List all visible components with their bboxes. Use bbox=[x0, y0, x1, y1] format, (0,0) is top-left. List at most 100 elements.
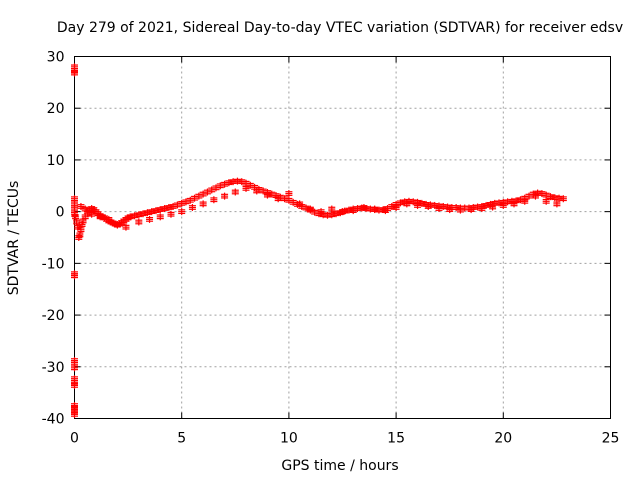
data-point bbox=[285, 190, 293, 198]
x-tick-label: 10 bbox=[280, 431, 298, 447]
data-point bbox=[317, 208, 325, 216]
data-point bbox=[478, 205, 486, 213]
data-point bbox=[148, 208, 156, 216]
data-point bbox=[435, 205, 443, 213]
data-point bbox=[238, 178, 246, 186]
data-point bbox=[499, 201, 507, 209]
data-point bbox=[178, 208, 186, 216]
data-point bbox=[72, 213, 80, 221]
data-point bbox=[156, 206, 164, 214]
data-point bbox=[360, 204, 368, 212]
data-point bbox=[296, 200, 304, 208]
data-point bbox=[71, 69, 78, 77]
data-point bbox=[446, 206, 454, 214]
data-point bbox=[253, 187, 261, 195]
data-point bbox=[221, 192, 229, 200]
data-point bbox=[231, 188, 239, 196]
data-point bbox=[135, 211, 143, 219]
data-point bbox=[88, 210, 96, 218]
data-point bbox=[131, 212, 139, 220]
data-point bbox=[392, 204, 400, 212]
data-point bbox=[146, 215, 154, 223]
data-point bbox=[542, 197, 550, 205]
data-point bbox=[521, 197, 529, 205]
data-point bbox=[424, 202, 432, 210]
data-point bbox=[188, 204, 196, 212]
x-tick-label: 0 bbox=[70, 431, 79, 447]
y-tick-label: -40 bbox=[42, 412, 65, 428]
data-point bbox=[210, 196, 218, 204]
chart-title: Day 279 of 2021, Sidereal Day-to-day VTE… bbox=[57, 20, 623, 36]
data-point bbox=[143, 209, 151, 217]
data-point bbox=[328, 211, 336, 219]
data-point bbox=[77, 226, 85, 234]
plot-frame bbox=[74, 56, 611, 419]
grid bbox=[74, 56, 611, 419]
x-tick-labels: 0 5 10 15 20 25 bbox=[70, 431, 619, 447]
x-tick-label: 15 bbox=[387, 431, 405, 447]
y-axis-label: SDTVAR / TECUs bbox=[6, 181, 22, 296]
data-point bbox=[167, 210, 175, 218]
data-point bbox=[113, 221, 121, 229]
data-series-edsv bbox=[71, 63, 567, 418]
data-point bbox=[105, 215, 113, 223]
data-point bbox=[418, 199, 426, 207]
y-tick-label: -10 bbox=[42, 256, 65, 272]
data-point bbox=[126, 213, 134, 221]
y-tick-label: 30 bbox=[47, 50, 65, 66]
data-point bbox=[531, 192, 539, 200]
data-point bbox=[156, 213, 164, 221]
data-point bbox=[71, 410, 78, 418]
y-tick-label: 20 bbox=[47, 101, 65, 117]
data-point bbox=[281, 195, 289, 203]
data-point bbox=[328, 205, 336, 213]
data-point bbox=[263, 191, 271, 199]
data-point bbox=[489, 203, 497, 211]
data-point bbox=[139, 210, 147, 218]
axis-ticks bbox=[74, 56, 611, 419]
data-point bbox=[403, 200, 411, 208]
data-point bbox=[456, 206, 464, 214]
data-point bbox=[161, 205, 169, 213]
data-point bbox=[339, 208, 346, 216]
x-axis-label: GPS time / hours bbox=[281, 458, 398, 474]
data-point bbox=[225, 179, 233, 187]
data-point bbox=[546, 193, 554, 201]
data-point bbox=[396, 199, 404, 207]
data-point bbox=[274, 195, 282, 203]
data-point bbox=[559, 195, 567, 203]
x-tick-label: 20 bbox=[494, 431, 512, 447]
data-point bbox=[414, 201, 422, 209]
x-tick-label: 5 bbox=[177, 431, 186, 447]
data-point bbox=[122, 223, 130, 231]
data-point bbox=[381, 207, 389, 215]
y-tick-label: 0 bbox=[56, 205, 65, 221]
data-point bbox=[71, 200, 78, 208]
data-point bbox=[242, 184, 250, 192]
y-tick-label: -20 bbox=[42, 308, 65, 324]
data-point bbox=[332, 210, 340, 218]
data-point bbox=[371, 205, 379, 213]
data-point bbox=[538, 190, 546, 198]
data-point bbox=[71, 381, 78, 389]
data-point bbox=[510, 200, 518, 208]
data-point bbox=[165, 204, 173, 212]
data-point bbox=[349, 207, 357, 215]
data-point bbox=[71, 364, 78, 372]
y-tick-labels: -40 -30 -20 -10 0 10 20 30 bbox=[42, 50, 65, 428]
data-point bbox=[76, 231, 84, 239]
y-tick-label: 10 bbox=[47, 153, 65, 169]
data-point bbox=[135, 218, 143, 226]
data-point bbox=[71, 272, 78, 280]
data-point bbox=[152, 207, 160, 215]
data-point bbox=[467, 206, 475, 214]
data-point bbox=[73, 218, 81, 226]
data-point bbox=[77, 202, 85, 210]
x-tick-label: 25 bbox=[602, 431, 620, 447]
data-point bbox=[306, 205, 314, 213]
y-tick-label: -30 bbox=[42, 360, 65, 376]
data-point bbox=[553, 200, 561, 208]
data-point bbox=[199, 200, 207, 208]
data-point bbox=[96, 213, 104, 221]
